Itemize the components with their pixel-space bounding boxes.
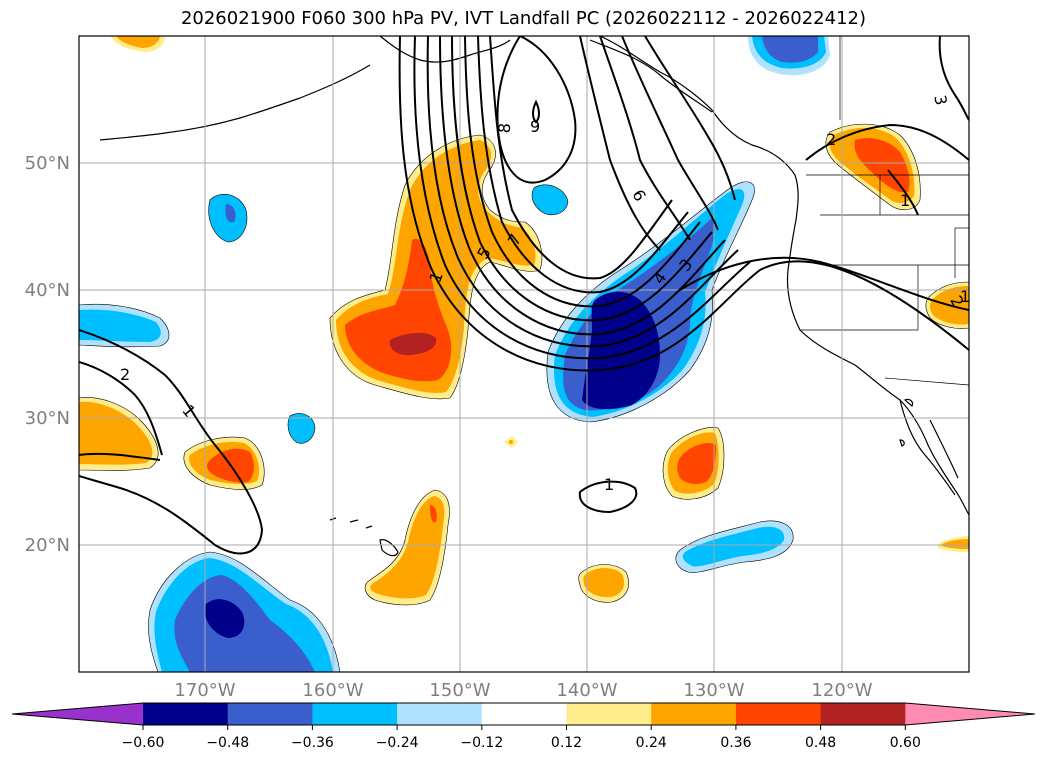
colorbar-segment [397,703,483,725]
contour-line [887,169,919,216]
lon-label: 150°W [429,680,490,701]
map-area: 9 8 7 6 5 4 3 2 1 1 1 2 3 2 1 1 [79,36,970,672]
colorbar-segment [227,703,313,725]
contour-line [805,123,969,161]
colorbar-tick-label: −0.60 [122,735,165,751]
contour-line [599,36,691,241]
neg-fill-small-c [287,413,316,444]
lat-label: 20°N [25,535,70,556]
contour-line [439,36,726,336]
colorbar-extend-high [905,703,1035,725]
colorbar-tick-label: −0.12 [460,735,503,751]
colorbar-tick-label: 0.60 [890,735,921,751]
contour-label: 1 [960,287,970,306]
colorbar-segment [820,703,906,725]
lon-label: 130°W [683,680,744,701]
colorbar-extend-low [12,703,143,725]
neg-fill-bottom-left-navy [204,599,245,638]
lat-label: 50°N [25,153,70,174]
contour-line [579,36,661,251]
contour-line [464,36,701,308]
colorbar [11,702,1036,726]
neg-fill-bottom-left-blue [174,575,315,672]
neg-fill-small-b [531,184,569,215]
contour-label: 1 [900,191,910,210]
contour-line [413,36,751,360]
contour-line [477,36,689,294]
contour-label: 1 [604,475,614,494]
colorbar-tick-label: 0.12 [551,735,582,751]
contour-line [398,36,969,372]
colorbar-tick-label: 0.24 [636,735,667,751]
coastlines [99,36,969,557]
colorbar-segment [735,703,822,725]
pos-fill-main-darkred [389,332,437,356]
colorbar-tick-label: −0.48 [206,735,249,751]
lat-label: 40°N [25,280,70,301]
contour-line [496,36,577,184]
colorbar-tick-label: −0.24 [376,735,419,751]
colorbar-segment [481,703,567,725]
lat-label: 30°N [25,408,70,429]
colorbar-tick-label: 0.48 [805,735,836,751]
map-title: 2026021900 F060 300 hPa PV, IVT Landfall… [180,8,867,29]
contour-line [532,99,540,124]
contour-line [679,256,969,311]
contour-label: 2 [826,130,836,149]
longitude-labels: 170°W 160°W 150°W 140°W 130°W 120°W [174,680,872,701]
contour-line [426,36,739,348]
coastline-north-america [599,36,969,516]
neg-fill-top-blue [762,36,818,63]
contour-label: 6 [628,186,650,204]
map-frame [78,35,970,673]
coastline-alaska-east [589,39,713,113]
lon-label: 140°W [556,680,617,701]
contour-line [489,36,673,280]
contour-line [79,361,163,456]
contour-line [451,36,713,322]
contour-line [578,480,638,514]
colorbar-segment [143,703,229,725]
colorbar-tick-label: −0.36 [291,735,334,751]
ivt-contours [79,36,969,555]
contour-label: 8 [495,122,515,134]
lon-label: 170°W [174,680,235,701]
colorbar-segment [312,703,398,725]
contour-label: 2 [120,365,130,384]
contour-label: 3 [930,93,950,106]
coastline-aleutians [99,64,371,141]
graticule [79,36,969,672]
contour-line [644,36,736,201]
contour-line [621,36,719,231]
lon-label: 120°W [811,680,872,701]
lon-label: 160°W [302,680,363,701]
contour-line [79,452,161,461]
colorbar-tick-label: 0.36 [720,735,751,751]
contour-line [79,329,264,555]
political-borders [800,36,969,386]
colorbar-segment [651,703,737,725]
contour-label: 9 [530,117,540,136]
contour-line [938,36,969,121]
positive-anomaly-fills [79,36,969,606]
latitude-labels: 50°N 40°N 30°N 20°N [25,153,70,556]
colorbar-tick-labels: −0.60 −0.48 −0.36 −0.24 −0.12 0.12 0.24 0.36 0.4… [122,725,921,751]
colorbar-segment [566,703,652,725]
coastline-baja-peninsula [899,399,956,496]
coastline-hawaii [329,517,399,557]
coastline-mexico [929,419,959,479]
